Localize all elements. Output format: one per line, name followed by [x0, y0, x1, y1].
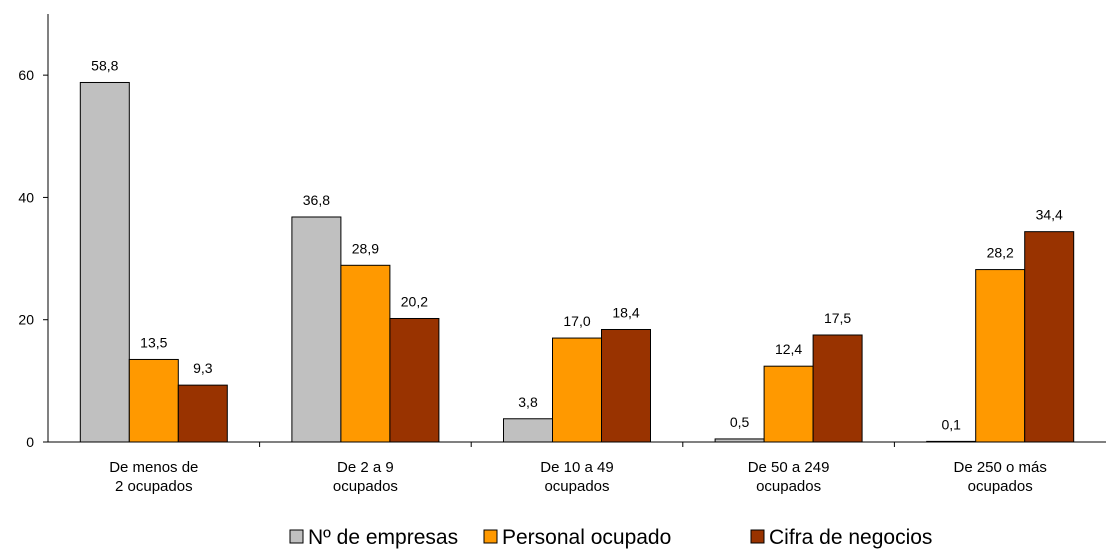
axes-layer: 0 20 40 60 De menos de 2 ocupados De 2 a 9 ocup…	[18, 14, 1106, 495]
legend-label: Cifra de negocios	[769, 526, 932, 549]
data-labels-layer: 58,8 13,5 9,3 36,8 28,9 20,2 3,8 17,0 18,4 0,5 12,…	[91, 57, 1063, 432]
legend: Nº de empresas Personal ocupado Cifra de n…	[289, 526, 932, 549]
x-tick-label-line: 2 ocupados	[115, 478, 193, 495]
data-label: 17,5	[824, 310, 851, 326]
bar	[975, 269, 1026, 443]
data-label: 36,8	[303, 192, 330, 208]
x-tick-label: De 50 a 249 ocupados	[748, 459, 830, 495]
data-label: 28,2	[987, 245, 1014, 261]
y-tick-label: 40	[18, 189, 34, 205]
bar	[763, 365, 814, 443]
x-tick-label: De 10 a 49 ocupados	[540, 459, 613, 495]
legend-swatch	[750, 529, 765, 544]
bar	[812, 334, 863, 443]
data-label: 20,2	[401, 293, 428, 309]
data-label: 34,4	[1036, 207, 1063, 223]
legend-swatch	[483, 529, 498, 544]
data-label: 12,4	[775, 341, 802, 357]
legend-swatch	[289, 529, 304, 544]
x-tick-label-line: ocupados	[756, 478, 821, 495]
x-tick-label-line: ocupados	[333, 478, 398, 495]
bar	[714, 438, 765, 443]
y-tick-label: 20	[18, 312, 34, 328]
legend-label: Personal ocupado	[502, 526, 671, 549]
bars-layer	[79, 81, 1075, 443]
legend-label: Nº de empresas	[308, 526, 458, 549]
data-label: 0,1	[941, 416, 961, 432]
data-label: 13,5	[140, 334, 167, 350]
data-label: 9,3	[193, 360, 213, 376]
y-tick-label: 60	[18, 67, 34, 83]
x-tick-label-line: De 250 o más	[954, 459, 1047, 476]
x-tick-label-line: ocupados	[968, 478, 1033, 495]
data-label: 18,4	[612, 304, 639, 320]
x-tick-label-line: De menos de	[109, 459, 198, 476]
bar	[926, 440, 977, 443]
bar	[552, 337, 602, 443]
x-tick-label: De 2 a 9 ocupados	[333, 459, 398, 495]
bar	[340, 264, 391, 443]
x-tick-label-line: De 10 a 49	[540, 459, 613, 476]
x-tick-label-line: De 50 a 249	[748, 459, 830, 476]
data-label: 17,0	[563, 313, 590, 329]
x-tick-label-line: De 2 a 9	[337, 459, 394, 476]
bar	[503, 418, 553, 443]
bar	[79, 81, 130, 443]
bar	[389, 317, 440, 443]
bar	[601, 328, 651, 443]
y-tick-label: 0	[26, 434, 34, 450]
data-label: 0,5	[730, 414, 750, 430]
data-label: 3,8	[518, 394, 538, 410]
data-label: 58,8	[91, 57, 118, 73]
x-tick-label-line: ocupados	[544, 478, 609, 495]
bar	[1024, 231, 1075, 443]
data-label: 28,9	[352, 240, 379, 256]
bar	[291, 216, 342, 443]
bar	[128, 358, 179, 443]
x-tick-label: De 250 o más ocupados	[954, 459, 1047, 495]
bar	[177, 384, 228, 443]
x-tick-label: De menos de 2 ocupados	[109, 459, 198, 495]
